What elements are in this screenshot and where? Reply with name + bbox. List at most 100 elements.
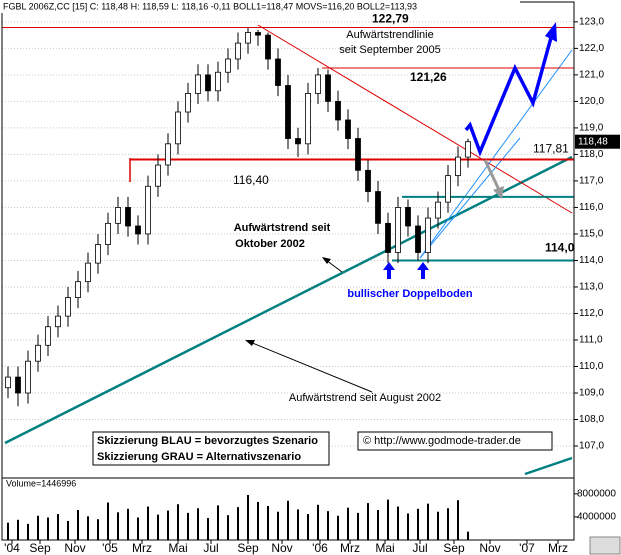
volume-bar (157, 514, 159, 540)
candle-body (35, 344, 41, 362)
volume-bar (307, 514, 309, 540)
y-tick-label: 114,0 (579, 255, 604, 266)
x-tick-label: Mrz (132, 541, 152, 555)
volume-bar (207, 518, 209, 540)
volume-bar (7, 522, 9, 540)
y-tick-label: 118,0 (579, 149, 604, 160)
volume-bar (387, 499, 389, 540)
candle-body (115, 207, 121, 224)
candle-body (445, 175, 451, 203)
legend-text: Skizzierung BLAU = bevorzugtes Szenario (97, 435, 318, 447)
volume-bar (297, 509, 299, 540)
y-tick-label: 122,0 (579, 43, 604, 54)
trend-line (257, 24, 573, 214)
y-tick-label: 110,0 (579, 361, 604, 372)
volume-bar (37, 515, 39, 540)
annotation: Aufwärtstrend seit August 2002 (289, 392, 441, 404)
volume-bar (197, 508, 199, 540)
volume-bar (327, 511, 329, 540)
volume-bars (7, 495, 469, 540)
candle-body (185, 93, 191, 113)
volume-bar (437, 511, 439, 540)
x-tick-label: Sep (29, 541, 51, 555)
level-label: 122,79 (372, 12, 409, 26)
y-tick-label: 119,0 (579, 123, 604, 134)
volume-bar (117, 512, 119, 540)
pointer-arrow-head (245, 340, 255, 346)
candle-body (325, 74, 331, 102)
volume-bar (147, 506, 149, 540)
volume-tick-label: 4000000 (577, 512, 616, 523)
volume-bar (247, 495, 249, 540)
candle-body (455, 156, 461, 177)
candle-body (235, 42, 241, 60)
level-label: 116,40 (233, 173, 269, 187)
level-label: 121,26 (410, 70, 447, 84)
annotation: seit September 2005 (339, 44, 441, 56)
candle-body (425, 217, 431, 253)
candle-body (245, 32, 251, 44)
volume-bar (407, 513, 409, 540)
y-tick-label: 107,0 (579, 441, 604, 452)
candle-body (135, 225, 141, 235)
pointer-arrow (325, 259, 343, 273)
header: FGBL 2006Z,CC [15] C: 118,48 H: 118,59 L… (3, 1, 417, 11)
candle-body (405, 207, 411, 227)
logo (589, 536, 621, 555)
candle-body (145, 185, 151, 235)
volume-bar (277, 511, 279, 540)
candle-body (375, 191, 381, 224)
x-tick-label: Sep (237, 541, 259, 555)
levels: 122,79 121,26 117,81 116,40 114,0 (2, 12, 575, 262)
volume-bar (227, 515, 229, 540)
price-tag-bg (575, 134, 620, 149)
pointer-arrow (249, 341, 373, 393)
x-tick-label: '04 (4, 541, 20, 555)
candle-body (75, 281, 81, 298)
candle-body (415, 225, 421, 253)
volume-bar (167, 510, 169, 540)
candle-body (95, 244, 101, 264)
candle-body (265, 34, 271, 60)
volume-bar (457, 500, 459, 540)
candle-body (385, 222, 391, 253)
candle-body (45, 326, 51, 346)
x-tick-label: '05 (102, 541, 118, 555)
bottom-arrow (417, 262, 429, 279)
candle-body (315, 74, 321, 94)
price-tag: 118,48 (578, 136, 608, 147)
x-tick-label: Nov (271, 541, 292, 555)
candle-body (295, 138, 301, 145)
volume-bar (287, 500, 289, 540)
volume-bar (77, 510, 79, 540)
grey-arrow-head (493, 186, 504, 199)
annotation: bullischer Doppelboden (347, 288, 473, 300)
y-tick-label: 112,0 (579, 308, 604, 319)
legend-box (92, 431, 330, 466)
y-tick-label: 117,0 (579, 176, 604, 187)
volume-bar (317, 504, 319, 540)
candle-body (465, 141, 471, 158)
x-tick-label: Jul (203, 541, 218, 555)
x-tick-label: Mrz (548, 541, 568, 555)
candle-body (25, 360, 31, 394)
candle-body (175, 111, 181, 145)
candle-body (345, 119, 351, 139)
candles (5, 27, 471, 407)
volume-bar (467, 531, 469, 540)
bottom-arrow (383, 262, 395, 279)
trend-line (4, 155, 573, 445)
annotation: Aufwärtstrendlinie (346, 29, 433, 41)
volume-bar (267, 505, 269, 540)
y-tick-label: 111,0 (579, 335, 603, 346)
candle-body (55, 315, 61, 328)
x-tick-label: Sep (443, 541, 465, 555)
legend-text: Skizzierung GRAU = Alternativszenario (97, 451, 301, 463)
candle-body (65, 297, 71, 317)
candle-body (85, 262, 91, 283)
volume-tick-label: 8000000 (577, 488, 616, 499)
volume-bar (187, 512, 189, 540)
volume-bar (17, 519, 19, 540)
volume-bar (67, 520, 69, 540)
